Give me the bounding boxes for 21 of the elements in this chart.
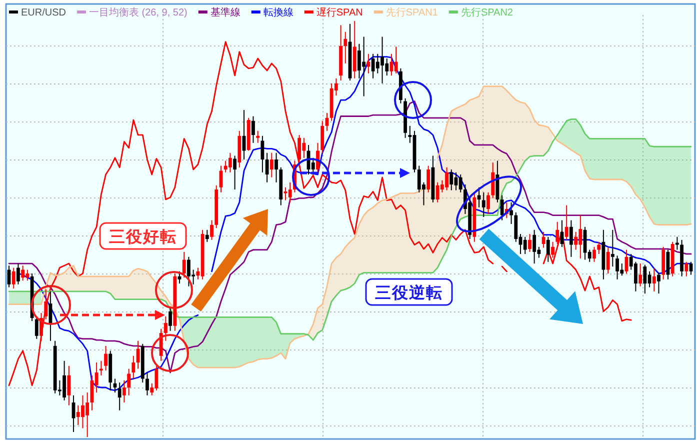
legend-item: 先行SPAN2 bbox=[448, 8, 513, 18]
legend-item: 転換線 bbox=[251, 8, 294, 18]
candlestick bbox=[675, 236, 679, 250]
legend-item: 先行SPAN1 bbox=[374, 8, 438, 18]
legend-label: 先行SPAN1 bbox=[386, 6, 438, 18]
legend-label: 遅行SPAN bbox=[316, 6, 363, 18]
candlestick bbox=[99, 360, 103, 376]
annotation: 三役好転 bbox=[109, 228, 177, 246]
annotation: 三役逆転 bbox=[375, 284, 443, 302]
legend-label: 基準線 bbox=[210, 6, 240, 18]
annotation: 三役好転 bbox=[99, 222, 187, 250]
legend-item: 遅行SPAN bbox=[304, 8, 363, 18]
legend-label: EUR/USD bbox=[21, 8, 66, 18]
legend-item: EUR/USD bbox=[9, 8, 66, 18]
legend-item: 基準線 bbox=[198, 8, 240, 18]
legend-item: 一目均衡表 (26, 9, 52) bbox=[77, 8, 188, 18]
legend-title: 一目均衡表 (26, 9, 52) bbox=[89, 6, 188, 18]
annotation: 三役逆転 bbox=[365, 278, 453, 306]
legend-label: 転換線 bbox=[263, 6, 294, 18]
candlestick bbox=[610, 230, 614, 266]
legend-label: 先行SPAN2 bbox=[460, 6, 514, 18]
